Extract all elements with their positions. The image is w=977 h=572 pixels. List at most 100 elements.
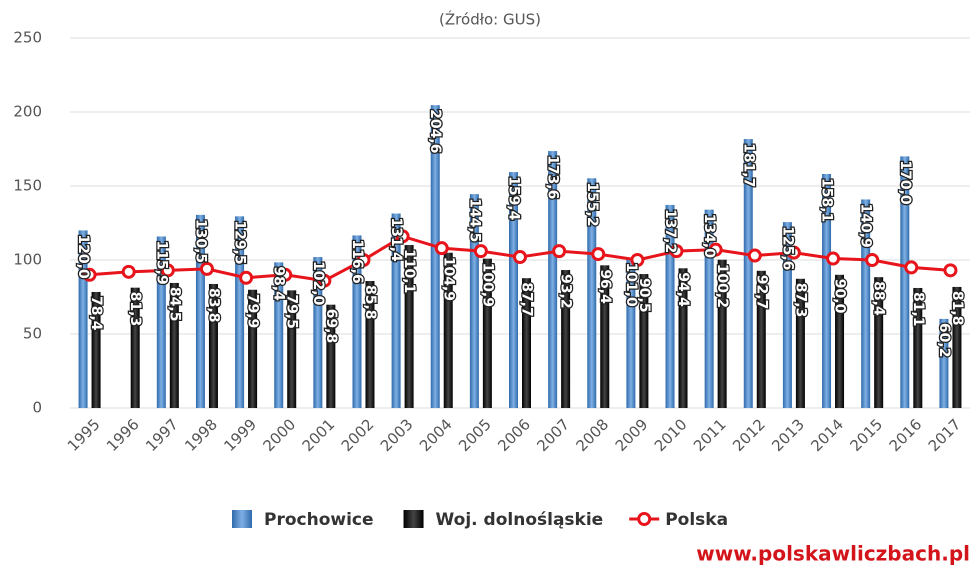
point [552,244,567,259]
data-label: 87,3 [792,283,808,318]
x-tick-label: 2005 [455,415,495,455]
data-label: 90,5 [636,278,652,313]
y-tick-label: 100 [13,251,42,269]
x-tick-label: 2010 [651,415,691,455]
data-label: 88,4 [871,281,887,316]
bar [717,259,727,408]
point [669,244,684,259]
x-tick-label: 2012 [729,415,769,455]
data-label: 94,4 [675,272,691,307]
data-label: 130,5 [192,219,208,263]
x-tick-label: 1999 [220,415,260,455]
point [826,251,841,266]
point [786,245,801,260]
data-label: 131,4 [388,218,404,263]
data-label: 144,5 [466,198,482,242]
bar [587,178,597,408]
y-tick-label: 250 [13,29,42,47]
point [434,241,449,256]
data-label: 181,7 [740,143,756,187]
bar [561,270,571,408]
bar [756,270,766,408]
data-label: 79,5 [284,294,300,329]
data-label: 140,9 [858,203,874,247]
bar [130,287,140,408]
data-label: 93,2 [558,274,574,309]
point [82,267,97,282]
point [160,263,175,278]
point [904,260,919,275]
y-tick-label: 50 [23,325,42,343]
y-tick-label: 200 [13,103,42,121]
data-label: 79,9 [245,294,261,329]
bar [939,318,949,408]
bar [861,199,871,408]
point [121,264,136,279]
bar [835,274,845,408]
bar [91,291,101,408]
x-tick-label: 2000 [259,415,299,455]
watermark: www.polskawliczbach.pl [696,542,970,566]
bar [391,213,401,408]
x-tick-label: 1997 [142,415,182,455]
data-label: 60,2 [936,323,952,358]
data-label: 83,8 [205,288,221,323]
data-label: 173,6 [545,155,561,199]
bar [626,258,636,408]
bar [169,282,179,408]
bar [874,277,884,408]
legend-swatch [232,510,252,528]
point [513,250,527,265]
bar [208,283,218,408]
data-label: 129,5 [232,220,248,264]
x-tick-label: 2001 [299,415,339,455]
data-label: 204,6 [427,109,443,153]
bar [900,156,910,408]
data-label: 120,0 [75,234,91,279]
point [356,253,371,267]
data-label: 155,2 [584,182,600,226]
bar [952,286,962,408]
bar [548,151,558,408]
bar [469,194,479,408]
x-tick-label: 2008 [573,415,613,455]
bar [522,278,531,408]
bar [274,262,284,408]
x-tick-label: 2003 [377,415,417,455]
legend-label: Prochowice [264,510,374,530]
x-tick-label: 2013 [768,415,808,455]
point [630,253,645,267]
bar [678,268,688,408]
bar [365,281,375,408]
bar [248,289,258,408]
bar [482,258,492,408]
data-label: 104,9 [440,257,456,301]
bar [156,236,166,408]
bar [704,209,714,408]
x-tick-label: 2007 [533,415,573,455]
data-label: 137,2 [662,209,678,253]
data-label: 116,6 [349,239,365,283]
subtitle: (Źródło: GUS) [439,10,541,29]
point [199,261,214,276]
bar [430,105,440,408]
legend-swatch [403,510,424,528]
data-label: 158,1 [819,178,835,222]
data-label: 170,0 [897,160,913,205]
bar [287,290,297,408]
point [943,263,958,278]
x-tick-label: 1998 [181,415,221,455]
bar [665,204,675,408]
data-label: 81,3 [127,292,143,327]
x-tick-label: 2016 [886,415,926,455]
bar [795,278,805,408]
bar [352,235,362,408]
data-label: 69,8 [323,309,339,344]
x-tick-label: 2015 [846,415,886,455]
point [747,248,762,263]
bar [313,257,323,408]
point [473,244,488,259]
bar [326,304,336,408]
point [395,229,410,244]
